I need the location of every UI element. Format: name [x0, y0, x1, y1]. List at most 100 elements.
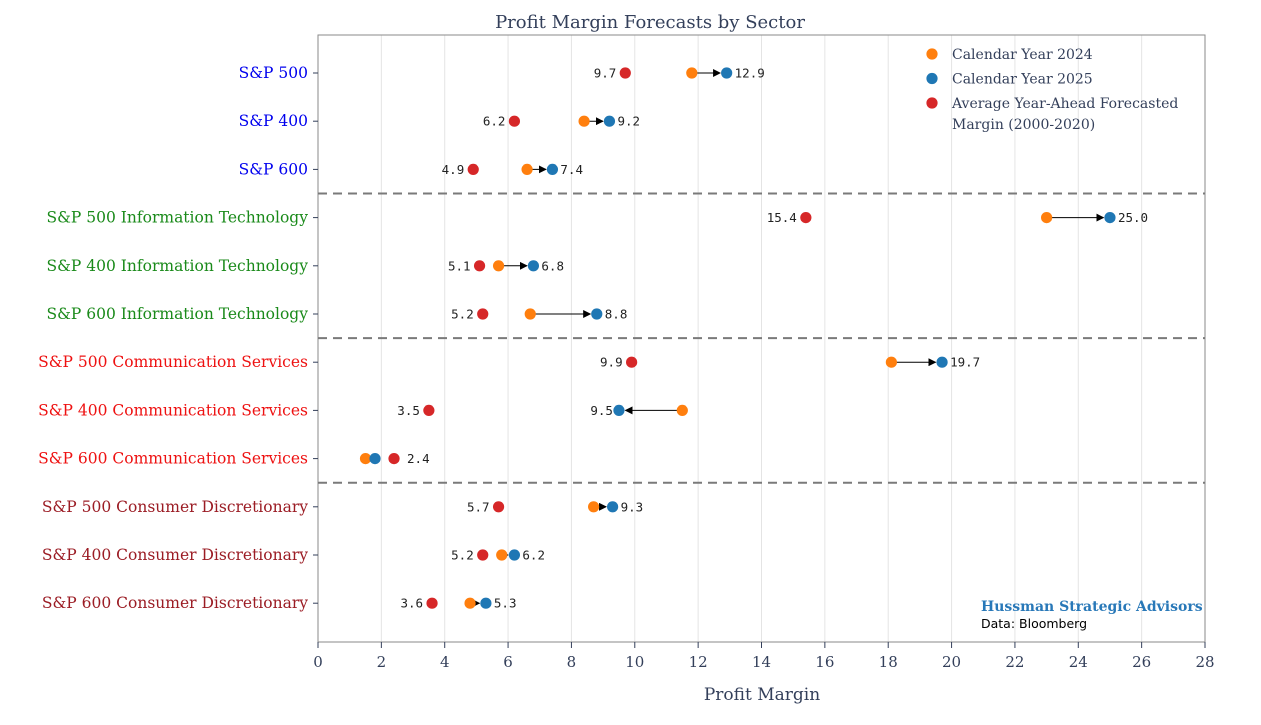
legend-label-line: Margin (2000-2020) — [952, 117, 1095, 133]
avg-value-label: 5.2 — [451, 307, 474, 322]
cy2025-value-label: 19.7 — [950, 355, 980, 370]
x-tick-label: 26 — [1132, 653, 1151, 671]
cy2025-value-label: 6.8 — [541, 258, 564, 273]
x-tick-label: 22 — [1005, 653, 1024, 671]
legend-label-line: Average Year-Ahead Forecasted — [951, 96, 1178, 112]
avg-value-label: 9.9 — [600, 355, 623, 370]
cy2024-dot — [578, 115, 590, 127]
cy2024-dot — [464, 597, 476, 609]
cy2025-value-label: 9.5 — [590, 403, 613, 418]
cy2025-value-label: 5.3 — [494, 596, 517, 611]
cy2025-value-label: 7.4 — [560, 162, 583, 177]
cy2025-value-label: 25.0 — [1118, 210, 1148, 225]
cy2024-dot — [492, 260, 505, 272]
avg-margin-dot — [619, 67, 631, 79]
cy2025-dot — [607, 501, 619, 513]
avg-margin-dot — [508, 115, 521, 127]
x-tick-label: 2 — [377, 653, 387, 671]
category-label: S&P 400 — [239, 112, 308, 130]
category-label: S&P 500 Consumer Discretionary — [42, 498, 308, 516]
avg-value-label: 3.6 — [400, 596, 423, 611]
category-label: S&P 500 — [239, 64, 308, 82]
cy2025-value-label: 6.2 — [522, 548, 545, 563]
plot-area: 0 2 4 6 8 10 12 14 16 18 20 22 24 26 28S&P 500 9.7 12.9S… — [38, 34, 1215, 671]
x-tick-label: 28 — [1195, 653, 1214, 671]
avg-margin-dot — [626, 356, 638, 368]
cy2024-dot — [676, 404, 688, 416]
avg-value-label: 3.5 — [397, 403, 420, 418]
x-tick-label: 14 — [752, 653, 771, 671]
legend: Calendar Year 2024 Calendar Year 2025 Aver… — [926, 47, 1178, 133]
cy2025-dot — [721, 67, 733, 79]
avg-margin-dot — [477, 549, 489, 561]
cy2024-dot — [359, 453, 372, 465]
x-tick-label: 12 — [689, 653, 708, 671]
avg-margin-dot — [800, 212, 812, 224]
cy2025-value-label: 12.9 — [735, 66, 765, 81]
x-tick-label: 8 — [567, 653, 577, 671]
cy2024-dot — [885, 356, 897, 368]
legend-label-cy2025: Calendar Year 2025 — [952, 72, 1093, 88]
category-label: S&P 600 Information Technology — [47, 305, 309, 323]
x-tick-label: 24 — [1069, 653, 1088, 671]
category-label: S&P 400 Information Technology — [47, 257, 309, 275]
avg-margin-dot — [477, 308, 489, 320]
chart-title: Profit Margin Forecasts by Sector — [495, 12, 805, 33]
category-label: S&P 400 Communication Services — [38, 401, 308, 419]
cy2024-dot — [588, 501, 600, 513]
category-label: S&P 400 Consumer Discretionary — [42, 546, 308, 564]
category-label: S&P 500 Communication Services — [38, 353, 308, 371]
avg-margin-dot — [423, 404, 435, 416]
legend-marker-cy2025 — [926, 72, 938, 85]
legend-marker-cy2024 — [926, 48, 938, 60]
legend-marker-avg — [926, 97, 938, 109]
avg-value-label: 5.1 — [448, 258, 471, 273]
legend-label-cy2024: Calendar Year 2024 — [952, 47, 1093, 63]
x-tick-label: 4 — [440, 653, 450, 671]
avg-margin-dot — [467, 163, 479, 175]
cy2025-dot — [546, 163, 559, 175]
credit-data-source: Data: Bloomberg — [981, 616, 1087, 631]
category-label: S&P 600 Consumer Discretionary — [42, 594, 308, 612]
cy2025-value-label: 9.2 — [617, 114, 640, 129]
cy2024-dot — [521, 163, 533, 175]
cy2025-dot — [508, 549, 521, 561]
cy2025-value-label: 8.8 — [605, 307, 628, 322]
legend-label-line: Calendar Year 2024 — [952, 47, 1093, 63]
cy2025-dot — [527, 260, 540, 272]
cy2025-dot — [613, 404, 625, 416]
cy2024-dot — [496, 549, 508, 561]
x-tick-label: 16 — [815, 653, 834, 671]
avg-value-label: 2.4 — [407, 451, 430, 466]
legend-label-line: Calendar Year 2025 — [952, 72, 1093, 88]
avg-margin-dot — [492, 501, 505, 513]
avg-margin-dot — [473, 260, 486, 272]
avg-value-label: 4.9 — [442, 162, 465, 177]
cy2025-dot — [480, 597, 492, 609]
category-label: S&P 600 Communication Services — [38, 450, 308, 468]
cy2024-dot — [524, 308, 536, 320]
avg-margin-dot — [388, 453, 400, 465]
cy2024-dot — [1041, 212, 1053, 224]
x-tick-label: 20 — [942, 653, 961, 671]
category-label: S&P 600 — [239, 160, 308, 178]
x-tick-label: 10 — [625, 653, 644, 671]
avg-value-label: 6.2 — [483, 114, 506, 129]
avg-value-label: 9.7 — [594, 66, 617, 81]
credit-hussman: Hussman Strategic Advisors — [981, 599, 1203, 615]
x-tick-label: 18 — [879, 653, 898, 671]
cy2024-dot — [686, 67, 698, 79]
cy2025-dot — [1104, 212, 1116, 224]
x-tick-label: 6 — [503, 653, 513, 671]
avg-margin-dot — [426, 597, 438, 609]
category-label: S&P 500 Information Technology — [47, 209, 309, 227]
cy2025-dot — [591, 308, 603, 320]
cy2025-dot — [369, 453, 381, 465]
x-tick-label: 0 — [313, 653, 323, 671]
cy2025-dot — [936, 356, 948, 368]
x-axis-title: Profit Margin — [704, 685, 820, 705]
legend-label-avg: Average Year-Ahead Forecasted Margin (200… — [951, 96, 1178, 133]
avg-value-label: 5.7 — [467, 499, 490, 514]
